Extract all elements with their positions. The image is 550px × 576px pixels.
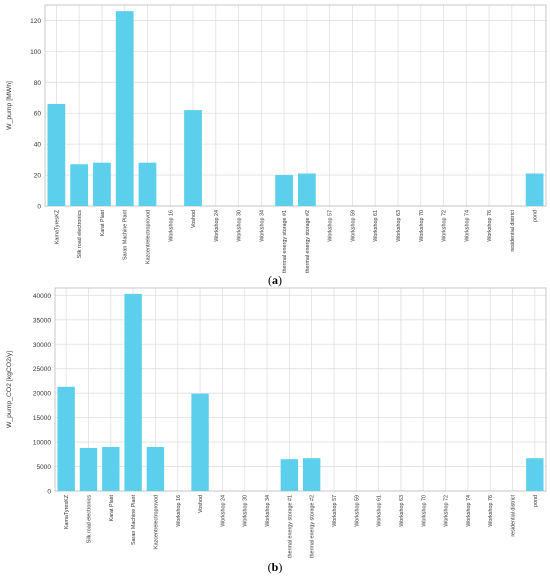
x-tick-label: Workshop 30: [237, 210, 243, 242]
y-tick-label: 40000: [33, 293, 51, 300]
x-tick-label: Workshop 70: [421, 495, 427, 527]
bar: [526, 458, 544, 491]
x-tick-label: thermal energy storage #1: [287, 495, 293, 558]
x-tick-label: Workshop 30: [243, 495, 249, 527]
y-tick-label: 25000: [33, 366, 51, 373]
bar: [138, 162, 157, 206]
x-tick-label: Workshop 72: [442, 210, 448, 242]
y-tick-label: 35000: [33, 317, 51, 324]
x-tick-label: Workshop 34: [265, 495, 271, 527]
y-tick-label: 40: [34, 142, 42, 149]
y-tick-label: 5000: [37, 464, 52, 471]
x-tick-label: Workshop 61: [377, 495, 383, 527]
y-tick-label: 15000: [33, 415, 51, 422]
x-tick-label: pond: [533, 210, 539, 222]
x-tick-label: Workshop 16: [176, 495, 182, 527]
x-tick-label: Workshop 74: [464, 210, 470, 242]
x-tick-label: Workshop 24: [220, 495, 226, 527]
x-tick-label: Kazcentrelectroprovod: [153, 495, 159, 549]
bar: [57, 386, 75, 491]
plot-frame: [54, 287, 547, 492]
x-tick-label: Workshop 16: [168, 210, 174, 242]
x-tick-label: thermal energy storage #2: [305, 210, 311, 273]
bar: [93, 162, 111, 206]
y-tick-label: 10000: [33, 440, 51, 447]
x-tick-label: Workshop 59: [350, 210, 356, 242]
x-tick-label: Voshod: [191, 210, 197, 228]
bar: [280, 459, 299, 491]
x-tick-label: KamaTyresKZ: [54, 209, 60, 244]
y-tick-label: 100: [30, 49, 41, 56]
caption-a: (a): [268, 273, 282, 287]
bar: [124, 293, 142, 491]
bar: [275, 175, 293, 206]
bar: [146, 446, 165, 491]
x-tick-label: Workshop 76: [487, 210, 493, 242]
x-tick-label: Workshop 76: [488, 495, 494, 527]
x-tick-label: Workshop 63: [396, 210, 402, 242]
bar: [298, 173, 316, 206]
x-tick-label: thermal energy storage #1: [282, 210, 288, 273]
x-tick-label: Kazcentrelectroprovod: [145, 210, 151, 264]
y-axis-label: W_pump_CO2 [kgCO2/y]: [6, 351, 13, 428]
y-tick-label: 60: [34, 111, 42, 118]
x-tick-label: Workshop 70: [419, 210, 425, 242]
x-tick-label: Workshop 57: [328, 210, 334, 242]
caption-b: (b): [267, 560, 283, 574]
y-tick-label: 0: [37, 204, 41, 211]
x-tick-label: Workshop 61: [373, 210, 379, 242]
bar: [191, 393, 209, 491]
x-tick-label: pond: [533, 495, 539, 507]
x-tick-label: KamaTyresKZ: [64, 494, 70, 529]
x-tick-label: Silk road electronics: [86, 495, 92, 544]
x-tick-label: residential district: [510, 210, 516, 252]
bar: [525, 173, 544, 206]
y-tick-label: 80: [34, 80, 42, 87]
x-tick-label: Silk road electronics: [77, 210, 83, 259]
x-tick-label: Karat Plast: [100, 210, 106, 237]
y-tick-label: 120: [30, 18, 41, 25]
x-tick-label: Workshop 34: [259, 210, 265, 242]
x-tick-label: Voshod: [198, 495, 204, 513]
y-tick-label: 20: [34, 173, 42, 180]
x-tick-label: Workshop 63: [399, 495, 405, 527]
bar: [47, 103, 66, 206]
x-tick-label: residential district: [511, 495, 517, 537]
x-tick-label: Workshop 72: [444, 495, 450, 527]
y-tick-label: 0: [47, 489, 51, 496]
y-tick-label: 30000: [33, 342, 51, 349]
y-axis-label: W_pump [MWh]: [6, 81, 13, 130]
bar: [115, 11, 134, 206]
bar: [102, 446, 120, 491]
x-tick-label: Workshop 57: [332, 495, 338, 527]
x-tick-label: Karat Plast: [109, 495, 115, 522]
bar: [302, 458, 321, 491]
bar: [79, 447, 98, 491]
y-tick-label: 20000: [33, 391, 51, 398]
x-tick-label: Workshop 59: [354, 495, 360, 527]
x-tick-label: Workshop 74: [466, 495, 472, 527]
x-tick-label: Saran Machine Plant: [131, 495, 137, 546]
plot-frame: [44, 4, 547, 207]
x-tick-label: Workshop 24: [214, 210, 220, 242]
x-tick-label: thermal energy storage #2: [310, 495, 316, 558]
bar: [70, 164, 89, 206]
x-tick-label: Saran Machine Plant: [123, 210, 129, 261]
bar: [184, 110, 202, 206]
